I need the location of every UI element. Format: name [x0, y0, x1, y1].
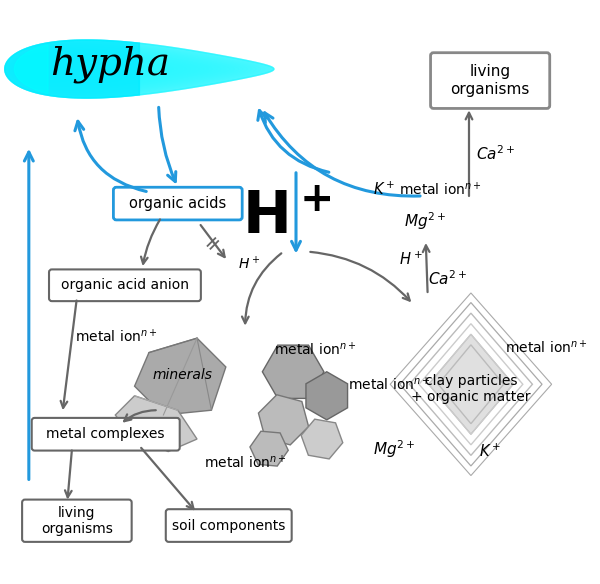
- Text: living
organisms: living organisms: [41, 506, 113, 536]
- Polygon shape: [250, 431, 288, 466]
- Text: clay particles
+ organic matter: clay particles + organic matter: [411, 374, 530, 404]
- FancyBboxPatch shape: [166, 509, 292, 542]
- Polygon shape: [306, 372, 347, 420]
- Polygon shape: [5, 40, 139, 98]
- Text: $Ca^{2+}$: $Ca^{2+}$: [428, 269, 467, 288]
- Text: $Mg^{2+}$: $Mg^{2+}$: [373, 438, 415, 460]
- Polygon shape: [5, 40, 274, 98]
- Polygon shape: [5, 40, 274, 98]
- Polygon shape: [262, 345, 324, 398]
- Text: $H^+$: $H^+$: [238, 255, 260, 273]
- Polygon shape: [259, 395, 308, 445]
- Text: $K^+$: $K^+$: [373, 180, 395, 198]
- FancyBboxPatch shape: [32, 418, 180, 451]
- Text: $H^+$: $H^+$: [399, 251, 422, 268]
- Polygon shape: [115, 396, 197, 451]
- Text: metal ion$^{n+}$: metal ion$^{n+}$: [204, 454, 286, 472]
- Text: metal ion$^{n+}$: metal ion$^{n+}$: [274, 341, 356, 359]
- Polygon shape: [428, 334, 513, 434]
- Text: metal ion$^{n+}$: metal ion$^{n+}$: [505, 339, 587, 356]
- Text: $\mathbf{H^+}$: $\mathbf{H^+}$: [242, 190, 331, 246]
- Text: $Mg^{2+}$: $Mg^{2+}$: [404, 210, 446, 232]
- Text: organic acids: organic acids: [129, 196, 226, 211]
- Text: metal ion$^{n+}$: metal ion$^{n+}$: [348, 376, 431, 393]
- Text: metal ion$^{n+}$: metal ion$^{n+}$: [75, 328, 158, 345]
- Polygon shape: [134, 338, 226, 415]
- Text: organic acid anion: organic acid anion: [61, 278, 189, 292]
- Text: hypha: hypha: [50, 46, 170, 83]
- Polygon shape: [5, 40, 274, 98]
- Text: $K^+$: $K^+$: [479, 443, 501, 460]
- Text: metal ion$^{n+}$: metal ion$^{n+}$: [399, 180, 481, 198]
- FancyBboxPatch shape: [113, 187, 242, 220]
- Text: metal complexes: metal complexes: [46, 427, 165, 442]
- Text: minerals: minerals: [152, 368, 212, 382]
- FancyBboxPatch shape: [49, 269, 201, 301]
- Text: living
organisms: living organisms: [451, 64, 530, 97]
- Text: soil components: soil components: [172, 519, 286, 533]
- Text: $Ca^{2+}$: $Ca^{2+}$: [476, 144, 515, 163]
- FancyBboxPatch shape: [22, 499, 131, 542]
- FancyBboxPatch shape: [431, 53, 550, 109]
- Polygon shape: [5, 40, 274, 98]
- Polygon shape: [301, 419, 343, 459]
- Polygon shape: [5, 40, 139, 98]
- Polygon shape: [14, 44, 48, 93]
